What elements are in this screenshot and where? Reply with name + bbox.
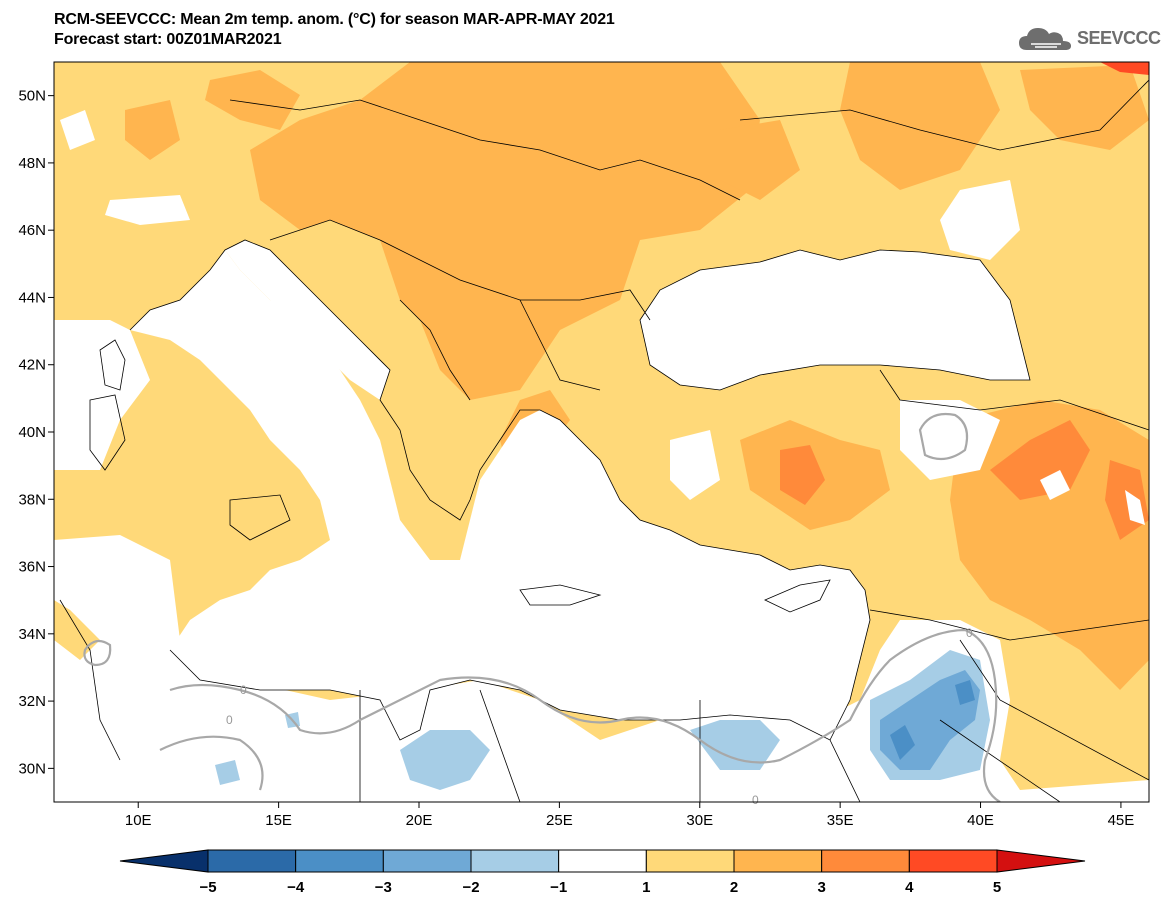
colorbar-arrow-high bbox=[996, 849, 1086, 873]
colorbar-segment bbox=[295, 849, 384, 873]
x-tick-label: 25E bbox=[546, 812, 573, 829]
y-tick-label: 46N bbox=[18, 222, 46, 239]
y-tick-label: 30N bbox=[18, 760, 46, 777]
colorbar-segment bbox=[470, 849, 560, 873]
y-axis: 50N 48N 46N 44N 42N 40N 38N 36N 34N 32N 30N bbox=[18, 88, 54, 777]
forecast-start-label: Forecast start: 00Z01MAR2021 bbox=[54, 31, 282, 48]
colorbar-label: −4 bbox=[287, 879, 305, 896]
colorbar-label: 5 bbox=[993, 879, 1001, 896]
x-tick-label: 10E bbox=[125, 812, 152, 829]
contour-label: 0 bbox=[966, 626, 973, 640]
y-tick-label: 48N bbox=[18, 155, 46, 172]
colorbar-label: 3 bbox=[817, 879, 825, 896]
colorbar-segment bbox=[207, 849, 297, 873]
colorbar-segment bbox=[382, 849, 472, 873]
y-tick-label: 42N bbox=[18, 357, 46, 374]
coastlines bbox=[59, 79, 1149, 802]
contour-label: 0 bbox=[752, 793, 759, 807]
colorbar-segment bbox=[908, 849, 998, 873]
map-title: RCM-SEEVCCC: Mean 2m temp. anom. (°C) fo… bbox=[54, 11, 615, 28]
anomaly-fill-neg-3-4 bbox=[890, 680, 975, 760]
x-tick-label: 20E bbox=[406, 812, 433, 829]
y-tick-label: 40N bbox=[18, 424, 46, 441]
colorbar: −5 −4 −3 −2 −1 1 2 3 4 5 bbox=[119, 849, 1086, 896]
contour-label: 0 bbox=[240, 683, 247, 697]
x-tick-label: 35E bbox=[827, 812, 854, 829]
x-tick-label: 15E bbox=[265, 812, 292, 829]
colorbar-label: −1 bbox=[550, 879, 567, 896]
seevccc-logo: SEEVCCC bbox=[1017, 24, 1161, 52]
contour-label: 0 bbox=[226, 713, 233, 727]
colorbar-label: 2 bbox=[730, 879, 738, 896]
y-tick-label: 32N bbox=[18, 693, 46, 710]
colorbar-label: −2 bbox=[462, 879, 479, 896]
cloud-icon bbox=[1019, 28, 1071, 50]
x-tick-label: 45E bbox=[1108, 812, 1135, 829]
colorbar-segment bbox=[558, 849, 647, 873]
x-tick-label: 30E bbox=[686, 812, 713, 829]
anomaly-fill-4-5 bbox=[1100, 62, 1149, 75]
colorbar-segment bbox=[645, 849, 735, 873]
y-tick-label: 36N bbox=[18, 559, 46, 576]
colorbar-segment bbox=[733, 849, 823, 873]
map-plot-area bbox=[54, 62, 1149, 802]
zero-contours bbox=[83, 412, 1001, 802]
y-tick-label: 34N bbox=[18, 626, 46, 643]
colorbar-arrow-low bbox=[119, 849, 209, 873]
colorbar-label: 4 bbox=[905, 879, 914, 896]
colorbar-segment bbox=[821, 849, 910, 873]
colorbar-label: 1 bbox=[642, 879, 650, 896]
sea-mask bbox=[54, 240, 1030, 740]
colorbar-label: −5 bbox=[199, 879, 216, 896]
x-tick-label: 40E bbox=[967, 812, 994, 829]
logo-text: SEEVCCC bbox=[1077, 27, 1161, 48]
y-tick-label: 44N bbox=[18, 289, 46, 306]
colorbar-label: −3 bbox=[375, 879, 392, 896]
y-tick-label: 50N bbox=[18, 88, 46, 105]
x-axis: 10E 15E 20E 25E 30E 35E 40E 45E bbox=[125, 802, 1134, 829]
y-tick-label: 38N bbox=[18, 491, 46, 508]
